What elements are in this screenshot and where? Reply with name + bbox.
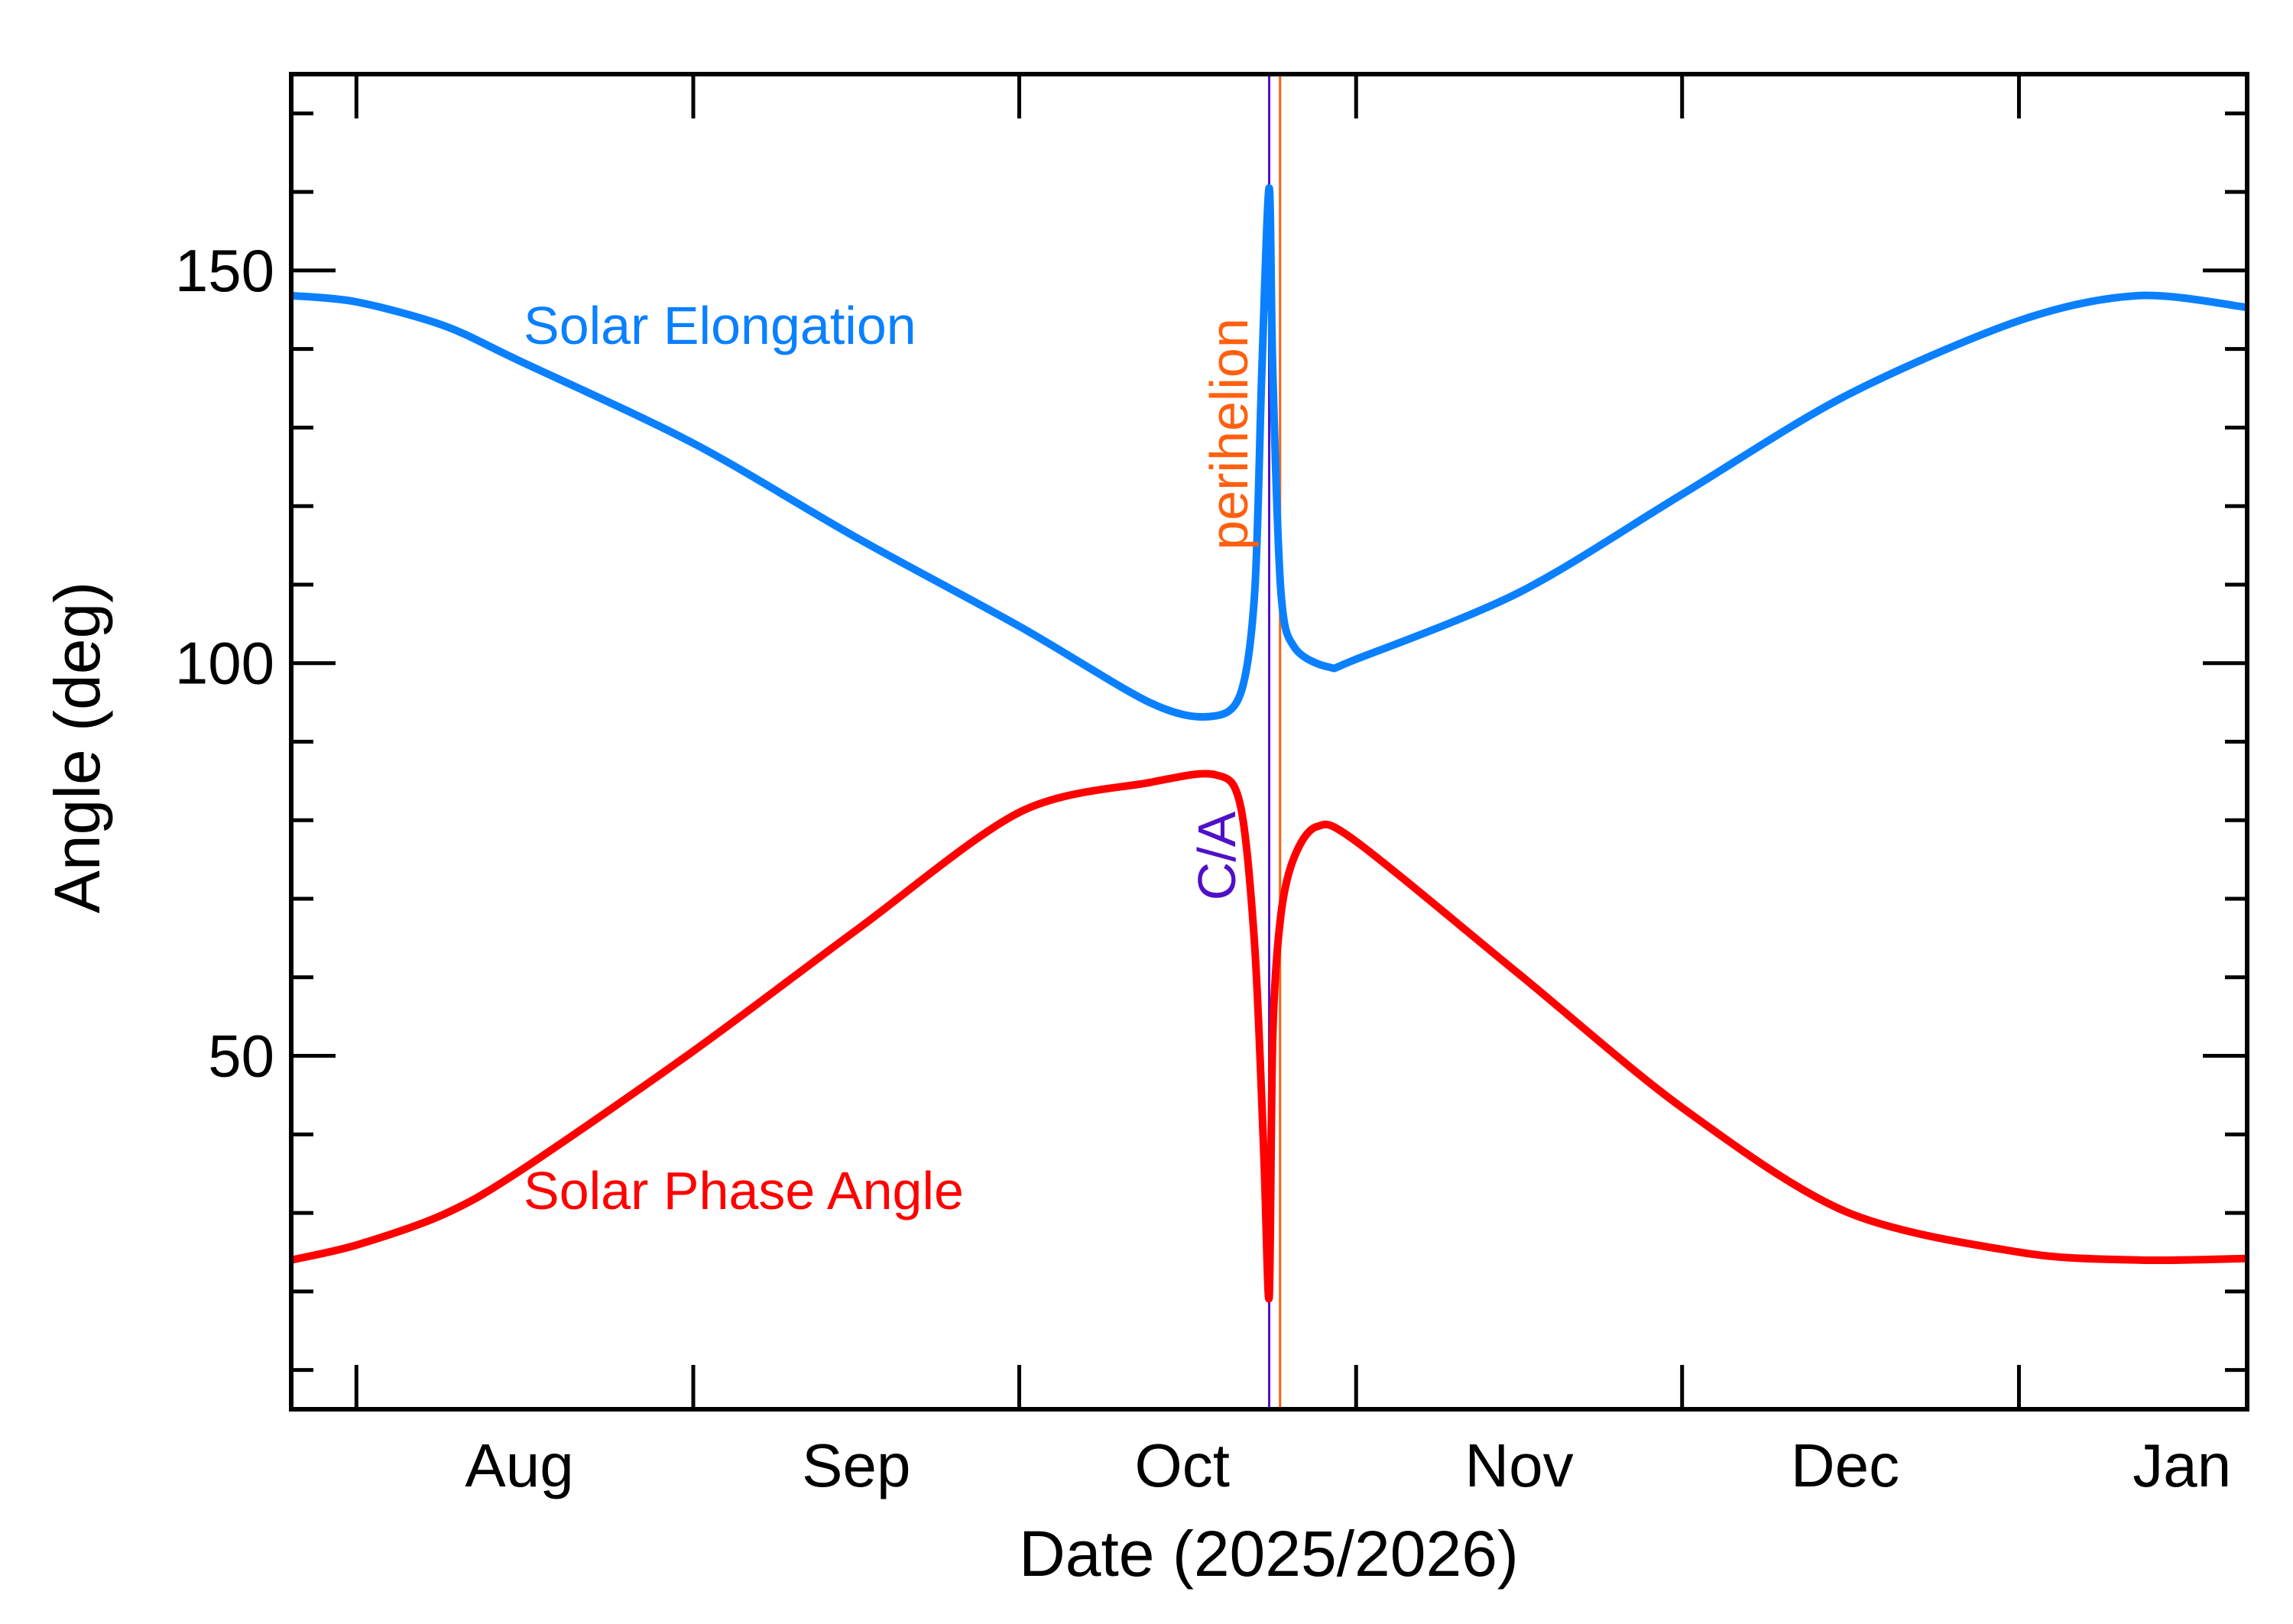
ticks <box>291 74 2247 1409</box>
series-curves <box>290 184 2248 1303</box>
y-tick-label: 100 <box>175 630 274 697</box>
x-tick-label: Oct <box>1135 1431 1230 1499</box>
y-tick-label: 50 <box>208 1023 274 1090</box>
x-tick-labels: Aug Sep Oct Nov Dec Jan <box>465 1431 2231 1499</box>
y-axis-title: Angle (deg) <box>41 582 113 913</box>
marker-label-perihelion: perihelion <box>1199 318 1259 550</box>
x-axis-title: Date (2025/2026) <box>1019 1518 1519 1590</box>
x-tick-label: Nov <box>1464 1431 1573 1499</box>
x-tick-label: Dec <box>1791 1431 1899 1499</box>
x-tick-label: Aug <box>465 1431 573 1499</box>
y-tick-label: 150 <box>175 237 274 304</box>
series-label-solar-phase-angle: Solar Phase Angle <box>524 1161 964 1220</box>
series-label-solar-elongation: Solar Elongation <box>524 296 916 355</box>
series-line-solar-phase-angle <box>290 770 2248 1303</box>
series-line-solar-elongation <box>290 184 2248 721</box>
marker-label-ca: C/A <box>1187 811 1247 900</box>
x-tick-label: Jan <box>2132 1431 2231 1499</box>
x-tick-label: Sep <box>802 1431 910 1499</box>
y-tick-labels: 50 100 150 <box>175 237 274 1090</box>
plot-frame <box>289 72 2249 1412</box>
